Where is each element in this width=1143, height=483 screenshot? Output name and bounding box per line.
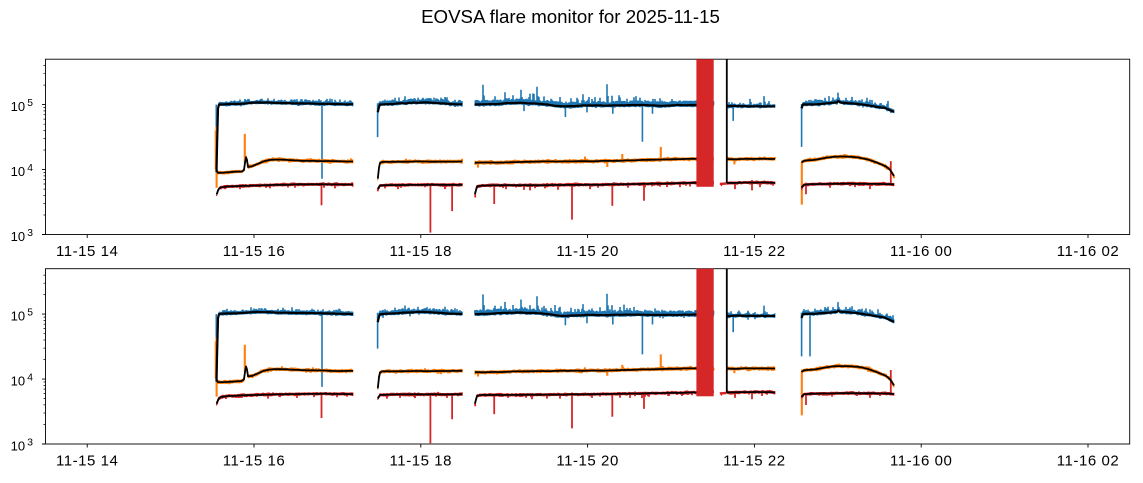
svg-text:11-15 18: 11-15 18 [390,243,453,260]
svg-text:11-15 20: 11-15 20 [556,243,619,260]
svg-text:4: 4 [27,163,33,174]
svg-text:5: 5 [27,98,33,109]
svg-text:4: 4 [27,373,33,384]
svg-text:10: 10 [11,374,25,389]
svg-text:10: 10 [11,438,25,453]
svg-text:11-15 22: 11-15 22 [723,453,786,470]
svg-text:11-16 02: 11-16 02 [1057,453,1120,470]
svg-text:11-15 20: 11-15 20 [556,453,619,470]
svg-text:EOVSA flare monitor for 2025-1: EOVSA flare monitor for 2025-11-15 [421,6,720,27]
svg-text:10: 10 [11,164,25,179]
svg-text:11-15 16: 11-15 16 [223,243,286,260]
svg-text:3: 3 [27,228,33,239]
svg-text:10: 10 [11,229,25,244]
svg-text:11-15 16: 11-15 16 [223,453,286,470]
svg-text:5: 5 [27,308,33,319]
svg-text:11-15 14: 11-15 14 [56,243,119,260]
svg-text:10: 10 [11,309,25,324]
svg-text:11-15 22: 11-15 22 [723,243,786,260]
svg-text:11-15 18: 11-15 18 [390,453,453,470]
svg-text:11-16 02: 11-16 02 [1057,243,1120,260]
svg-text:11-16 00: 11-16 00 [890,243,953,260]
svg-text:11-16 00: 11-16 00 [890,453,953,470]
svg-text:3: 3 [27,437,33,448]
svg-text:11-15 14: 11-15 14 [56,453,119,470]
svg-text:10: 10 [11,99,25,114]
